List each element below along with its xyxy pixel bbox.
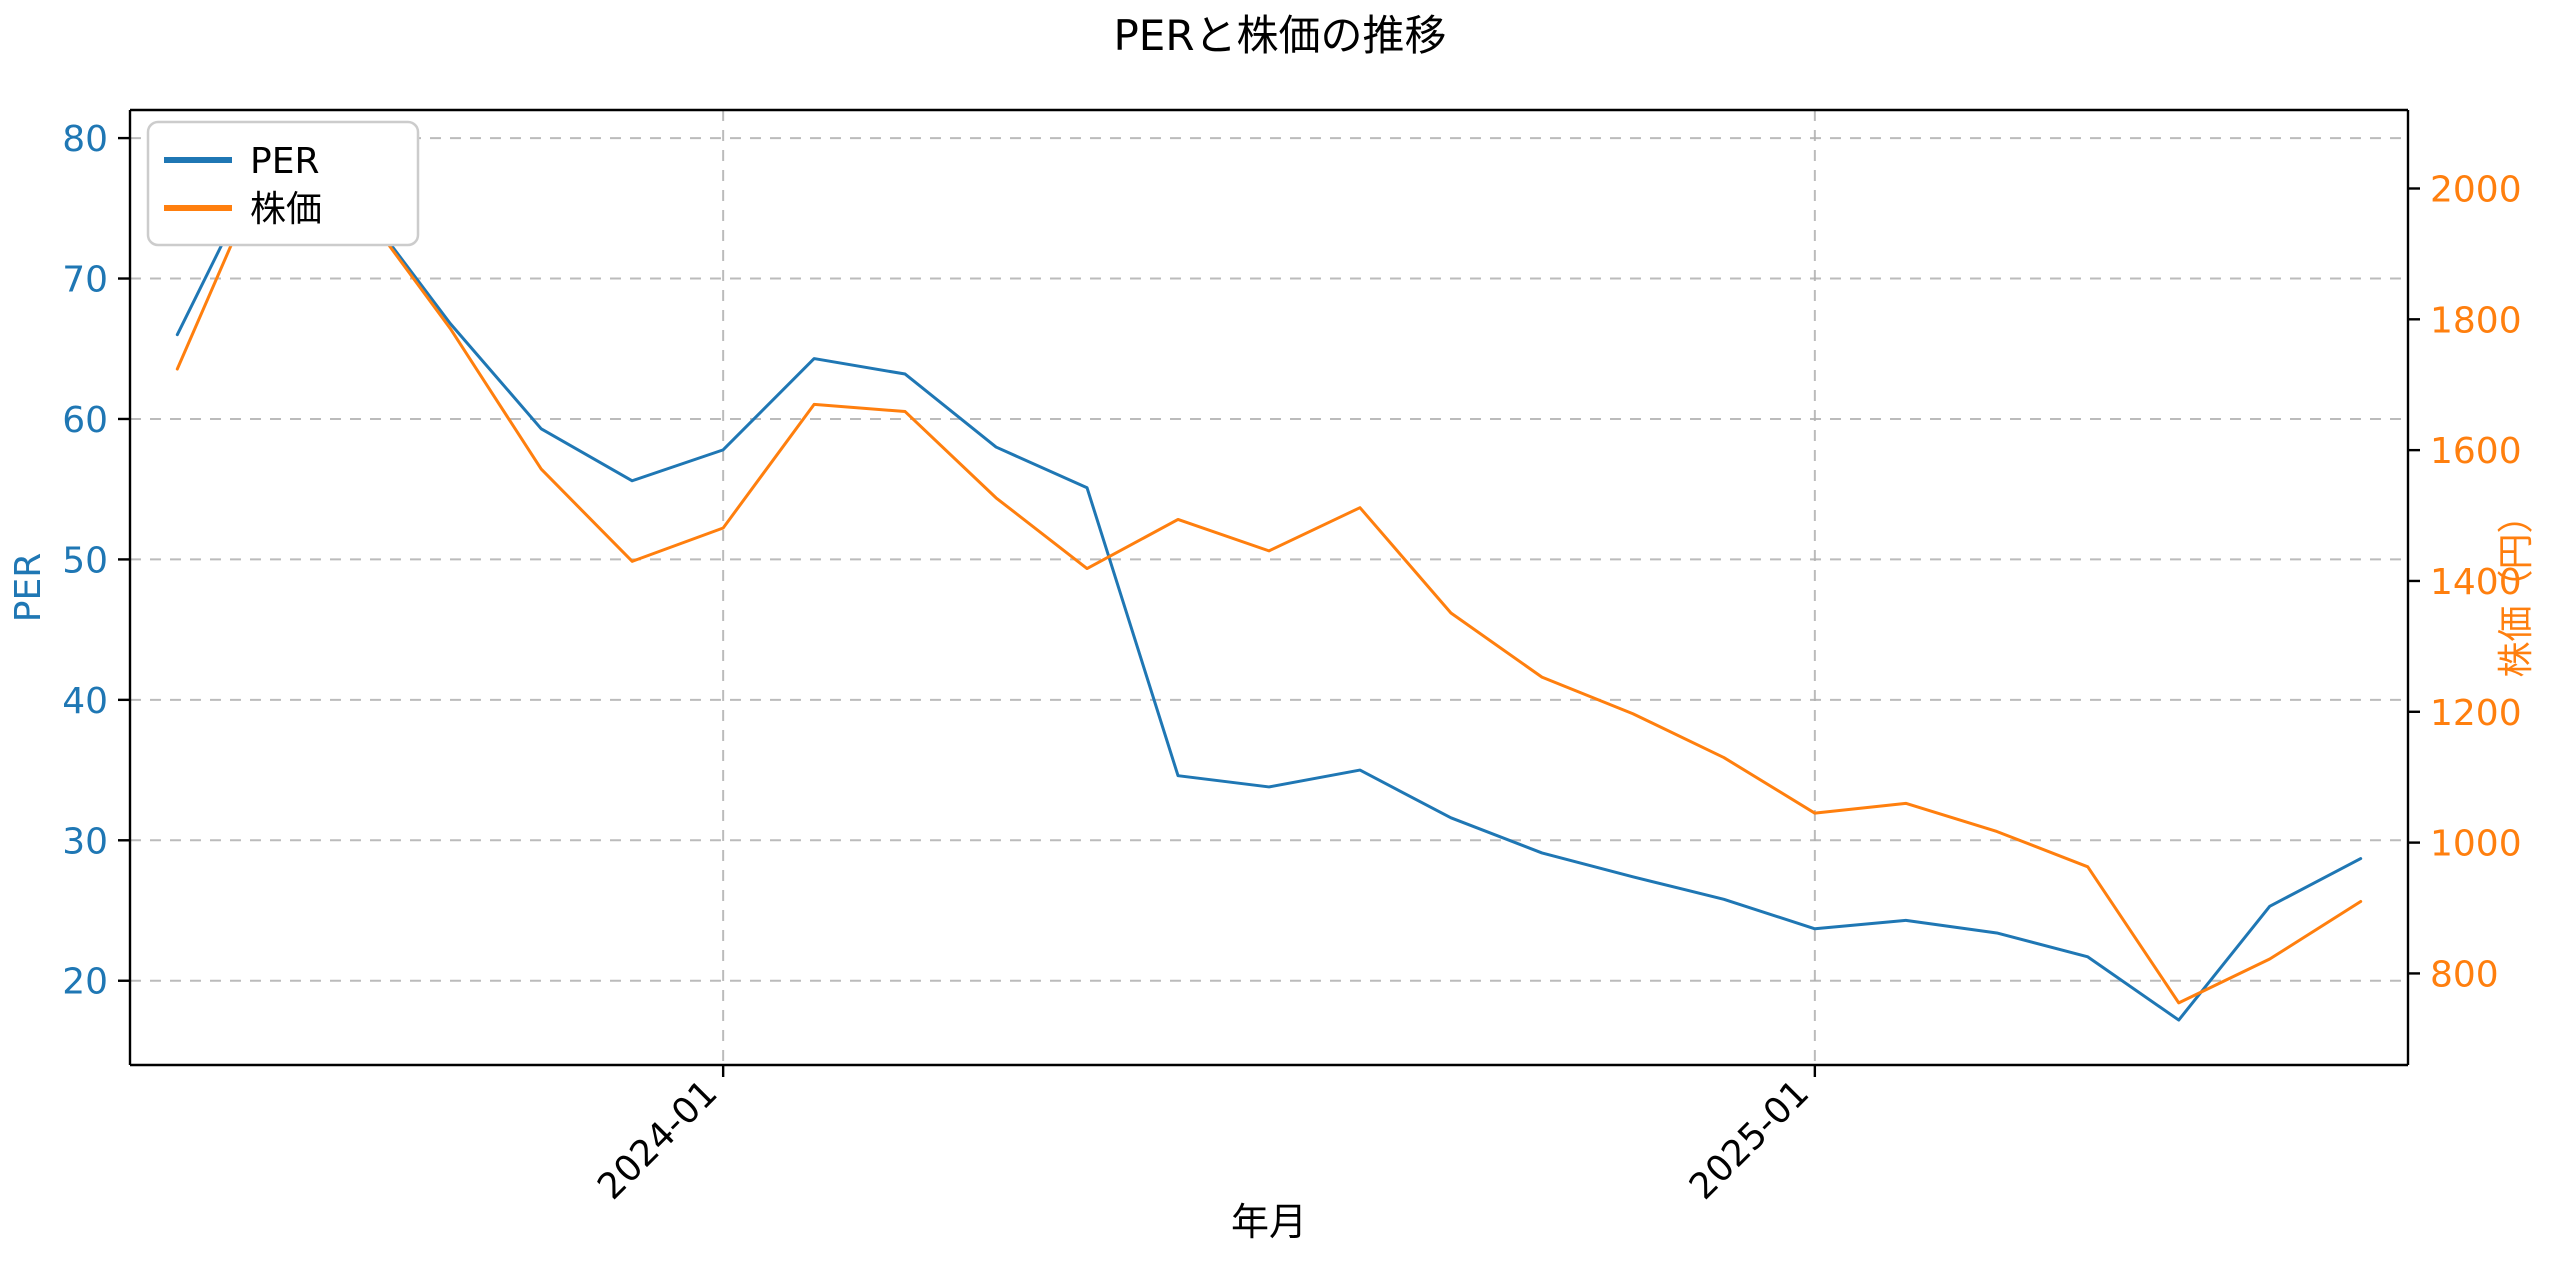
y-right-tick-label: 2000: [2430, 169, 2522, 210]
y-left-tick-label: 20: [62, 962, 108, 1003]
x-axis-label: 年月: [1231, 1200, 1307, 1244]
chart-title: PERと株価の推移: [1113, 11, 1446, 60]
y-right-tick-label: 1400: [2430, 562, 2522, 603]
y-left-tick-label: 60: [62, 400, 108, 441]
axis-spines: [128, 108, 2410, 1067]
y-right-tick-label: 1200: [2430, 693, 2522, 734]
y-right-tick-label: 800: [2430, 954, 2499, 995]
y-left-tick-label: 70: [62, 260, 108, 301]
y-axis-left: 20 30 40 50 60 70 80: [62, 119, 130, 1003]
y-axis-left-label: PER: [8, 553, 49, 622]
data-series-group: [175, 149, 2363, 1022]
y-left-tick-label: 80: [62, 119, 108, 160]
legend-label-per: PER: [250, 141, 319, 182]
y-left-tick-label: 50: [62, 540, 108, 581]
y-axis-right: 800 1000 1200 1400 1600 1800 2000: [2408, 169, 2522, 995]
y-left-tick-label: 40: [62, 681, 108, 722]
legend-box: [146, 120, 420, 247]
data-line-per: [175, 149, 2363, 1022]
y-left-tick-label: 30: [62, 821, 108, 862]
y-right-tick-label: 1600: [2430, 431, 2522, 472]
plot-area: [130, 110, 2408, 1065]
legend-label-kabuka: 株価: [250, 189, 322, 230]
y-right-tick-label: 1800: [2430, 300, 2522, 341]
data-line-kabuka: [175, 158, 2363, 1005]
y-axis-right-label: 株価（円）: [2496, 497, 2537, 677]
legend: PER 株価: [146, 120, 420, 247]
y-right-tick-label: 1000: [2430, 824, 2522, 865]
